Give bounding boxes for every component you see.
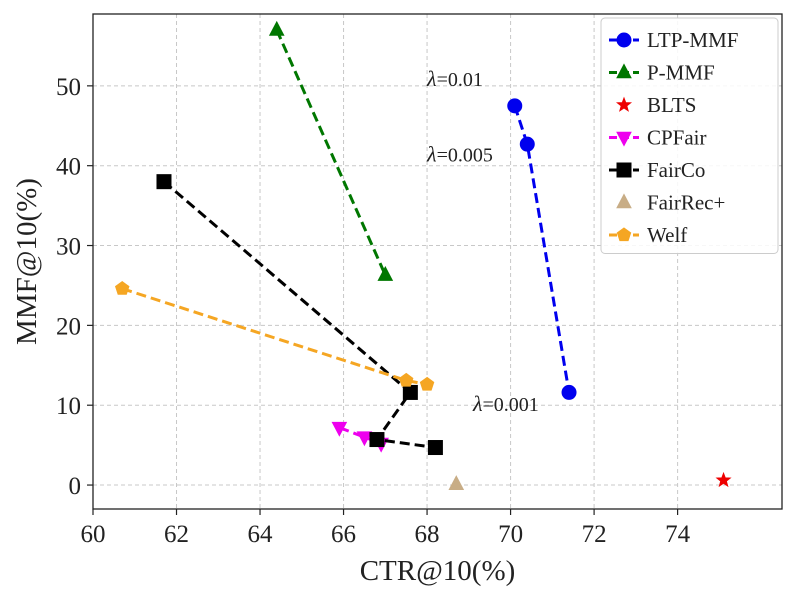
legend-label: CPFair xyxy=(647,126,707,150)
fairco-point xyxy=(402,384,418,400)
legend-marker xyxy=(615,96,633,112)
legend-marker xyxy=(616,193,632,209)
lambda-value: =0.005 xyxy=(437,145,493,167)
lambda-annotation: λ=0.005 xyxy=(426,142,493,167)
x-tick-label: 62 xyxy=(164,521,189,548)
blts-point xyxy=(715,471,732,488)
y-tick-label: 20 xyxy=(56,313,81,340)
y-axis-label: MMF@10(%) xyxy=(11,178,43,345)
x-axis-label: CTR@10(%) xyxy=(360,555,516,587)
legend-marker xyxy=(616,227,632,242)
series-fairco xyxy=(156,174,443,456)
legend-label: Welf xyxy=(647,223,687,247)
series-p-mmf xyxy=(268,20,394,281)
x-tick-label: 74 xyxy=(665,521,691,548)
series-fairrec xyxy=(448,475,465,490)
lambda-symbol: λ xyxy=(472,391,483,416)
ltp-mmf-point xyxy=(507,98,523,114)
y-tick-label: 40 xyxy=(56,154,81,181)
legend-entry-ltp-mmf: LTP-MMF xyxy=(609,28,738,52)
fairco-point xyxy=(156,174,172,190)
x-tick-label: 60 xyxy=(81,521,106,548)
legend-label: BLTS xyxy=(647,93,696,117)
series-ltp-mmf xyxy=(507,98,577,400)
p-mmf-point xyxy=(268,20,285,36)
lambda-symbol: λ xyxy=(426,142,437,167)
y-tick-label: 0 xyxy=(69,473,82,500)
lambda-annotation: λ=0.001 xyxy=(472,391,539,416)
cpfair-point xyxy=(356,431,373,447)
legend-entry-cpfair: CPFair xyxy=(609,126,707,150)
legend-marker xyxy=(616,63,632,79)
legend-label: FairRec+ xyxy=(647,191,725,215)
legend-entry-fairco: FairCo xyxy=(609,158,705,182)
x-tick-label: 72 xyxy=(582,521,607,548)
y-tick-label: 50 xyxy=(56,74,81,101)
welf-point xyxy=(419,376,435,391)
x-tick-label: 70 xyxy=(498,521,523,548)
lambda-annotation: λ=0.01 xyxy=(426,66,483,91)
axis-ticks: 60 62 64 66 68 70 72 74 0 10 20 30 40 50 xyxy=(56,74,691,548)
y-tick-label: 30 xyxy=(56,234,81,261)
legend-label: FairCo xyxy=(647,158,705,182)
x-tick-label: 68 xyxy=(415,521,440,548)
cpfair-point xyxy=(331,421,348,437)
x-tick-label: 64 xyxy=(248,521,274,548)
welf-point xyxy=(398,372,414,387)
fairrec-point xyxy=(448,475,465,490)
ltp-mmf-point xyxy=(561,384,577,400)
legend: LTP-MMF P-MMF BLTS CPFair FairCo FairRec+ Welf xyxy=(600,17,779,254)
y-tick-label: 10 xyxy=(56,393,81,420)
lambda-value: =0.001 xyxy=(483,394,539,416)
welf-line xyxy=(121,287,428,386)
legend-marker xyxy=(616,131,632,147)
series-layer xyxy=(114,20,732,490)
legend-label: LTP-MMF xyxy=(647,28,738,52)
p-mmf-point xyxy=(377,265,394,281)
legend-entry-blts: BLTS xyxy=(615,93,696,117)
lambda-value: =0.01 xyxy=(437,69,483,91)
series-welf xyxy=(114,281,435,391)
legend-entry-welf: Welf xyxy=(609,223,687,247)
ltp-mmf-point xyxy=(519,136,535,152)
legend-marker xyxy=(616,32,632,48)
legend-marker xyxy=(616,162,632,178)
x-tick-label: 66 xyxy=(331,521,356,548)
fairco-point xyxy=(427,440,443,456)
lambda-symbol: λ xyxy=(426,66,437,91)
fairco-point xyxy=(369,432,385,448)
fairco-line xyxy=(163,180,436,450)
plot-frame xyxy=(92,13,783,510)
p-mmf-line xyxy=(275,29,387,276)
legend-entry-fairrec: FairRec+ xyxy=(616,191,725,215)
legend-entry-p-mmf: P-MMF xyxy=(609,61,715,85)
legend-label: P-MMF xyxy=(647,61,715,85)
legend-box xyxy=(600,17,779,254)
series-blts xyxy=(715,471,732,488)
welf-point xyxy=(114,281,130,295)
